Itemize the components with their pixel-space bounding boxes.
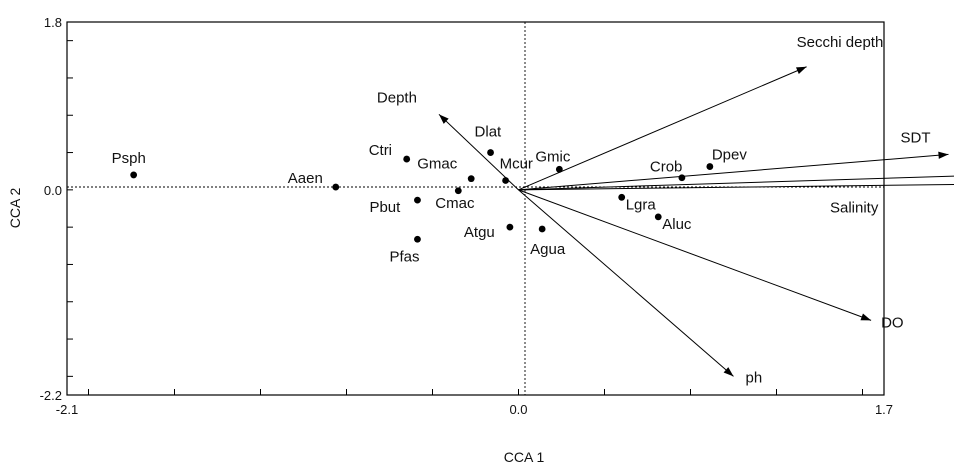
vector-sdt: SDT	[518, 129, 949, 191]
species-point	[414, 235, 421, 243]
species-point	[414, 196, 421, 204]
species-point	[487, 149, 494, 156]
species-cmac: Cmac	[435, 187, 475, 212]
x-tick-label: 0.0	[509, 402, 527, 417]
vector-line	[518, 153, 949, 191]
species-label: Lgra	[626, 196, 657, 213]
species-atgu: Atgu	[464, 223, 514, 241]
vector-line	[518, 189, 872, 321]
species-point	[654, 213, 662, 221]
vector-line	[518, 189, 734, 377]
species-gmic: Gmic	[535, 148, 571, 173]
species-label: Pfas	[389, 248, 419, 265]
vector-ph: ph	[518, 189, 763, 386]
arrow-head	[723, 367, 734, 377]
species-aaen: Aaen	[288, 170, 340, 191]
species-ctri: Ctri	[369, 142, 411, 163]
arrow-head	[795, 66, 807, 74]
environment-vectors: Depth Secchi depth SDT Temperature Salinity D…	[377, 34, 954, 386]
species-point	[618, 193, 626, 201]
vector-label: SDT	[901, 129, 931, 146]
species-label: Dlat	[475, 124, 503, 141]
vector-temperature: Temperature	[518, 175, 954, 191]
vector-label: Secchi depth	[797, 34, 884, 51]
y-tick-label: -2.2	[40, 388, 62, 403]
vector-line	[518, 66, 807, 191]
vector-label: DO	[881, 314, 904, 331]
x-axis-title: CCA 1	[504, 449, 545, 465]
vector-line	[518, 183, 954, 191]
species-point	[332, 183, 340, 191]
species-point	[706, 163, 714, 170]
species-label: Crob	[650, 159, 683, 176]
species-point	[403, 155, 411, 163]
tick-labels: -2.1 0.0 1.7 1.8 0.0 -2.2	[40, 15, 893, 417]
vector-secchi-depth: Secchi depth	[518, 34, 884, 191]
plot-frame	[66, 21, 885, 396]
vector-do: DO	[518, 189, 904, 331]
arrow-head	[938, 151, 949, 159]
species-label: Agua	[530, 241, 566, 258]
species-label: Cmac	[435, 195, 475, 212]
species-label: Ctri	[369, 142, 392, 159]
vector-salinity: Salinity	[518, 183, 954, 216]
x-tick-label: -2.1	[56, 402, 78, 417]
y-tick-label: 0.0	[44, 183, 62, 198]
species-dlat: Dlat	[475, 124, 503, 156]
species-gmac: Gmac	[417, 156, 475, 183]
species-label: Aaen	[288, 170, 323, 187]
species-label: Mcur	[500, 156, 533, 173]
species-point	[467, 175, 475, 183]
species-mcur: Mcur	[500, 156, 533, 184]
species-pfas: Pfas	[389, 235, 421, 265]
arrow-head	[860, 313, 872, 321]
species-points: Psph Aaen Ctri Dlat Gmac Mcur Gmic Pbut Cmac Atgu…	[112, 124, 748, 266]
species-label: Gmic	[535, 148, 570, 165]
species-label: Dpev	[712, 147, 748, 164]
species-point	[506, 223, 514, 231]
species-label: Atgu	[464, 224, 495, 241]
vector-label: Depth	[377, 89, 417, 106]
species-label: Aluc	[662, 216, 692, 233]
vector-label: Salinity	[830, 199, 879, 216]
species-psph: Psph	[112, 150, 146, 179]
tick-marks	[67, 40, 863, 395]
x-tick-label: 1.7	[875, 402, 893, 417]
species-dpev: Dpev	[706, 147, 747, 170]
species-agua: Agua	[530, 225, 566, 258]
species-label: Gmac	[417, 156, 458, 173]
species-point	[502, 177, 509, 184]
y-axis-title: CCA 2	[7, 188, 23, 229]
species-pbut: Pbut	[369, 196, 421, 216]
species-label: Pbut	[369, 199, 401, 216]
arrow-head	[438, 114, 449, 124]
species-point	[454, 187, 462, 195]
species-aluc: Aluc	[654, 213, 692, 233]
species-point	[538, 225, 546, 233]
species-lgra: Lgra	[618, 193, 657, 213]
y-tick-label: 1.8	[44, 15, 62, 30]
species-label: Psph	[112, 150, 146, 167]
species-point	[130, 171, 138, 179]
species-point	[555, 165, 563, 173]
species-crob: Crob	[650, 159, 686, 182]
vector-label: ph	[746, 369, 763, 386]
vector-line	[518, 175, 954, 191]
species-point	[678, 174, 686, 182]
